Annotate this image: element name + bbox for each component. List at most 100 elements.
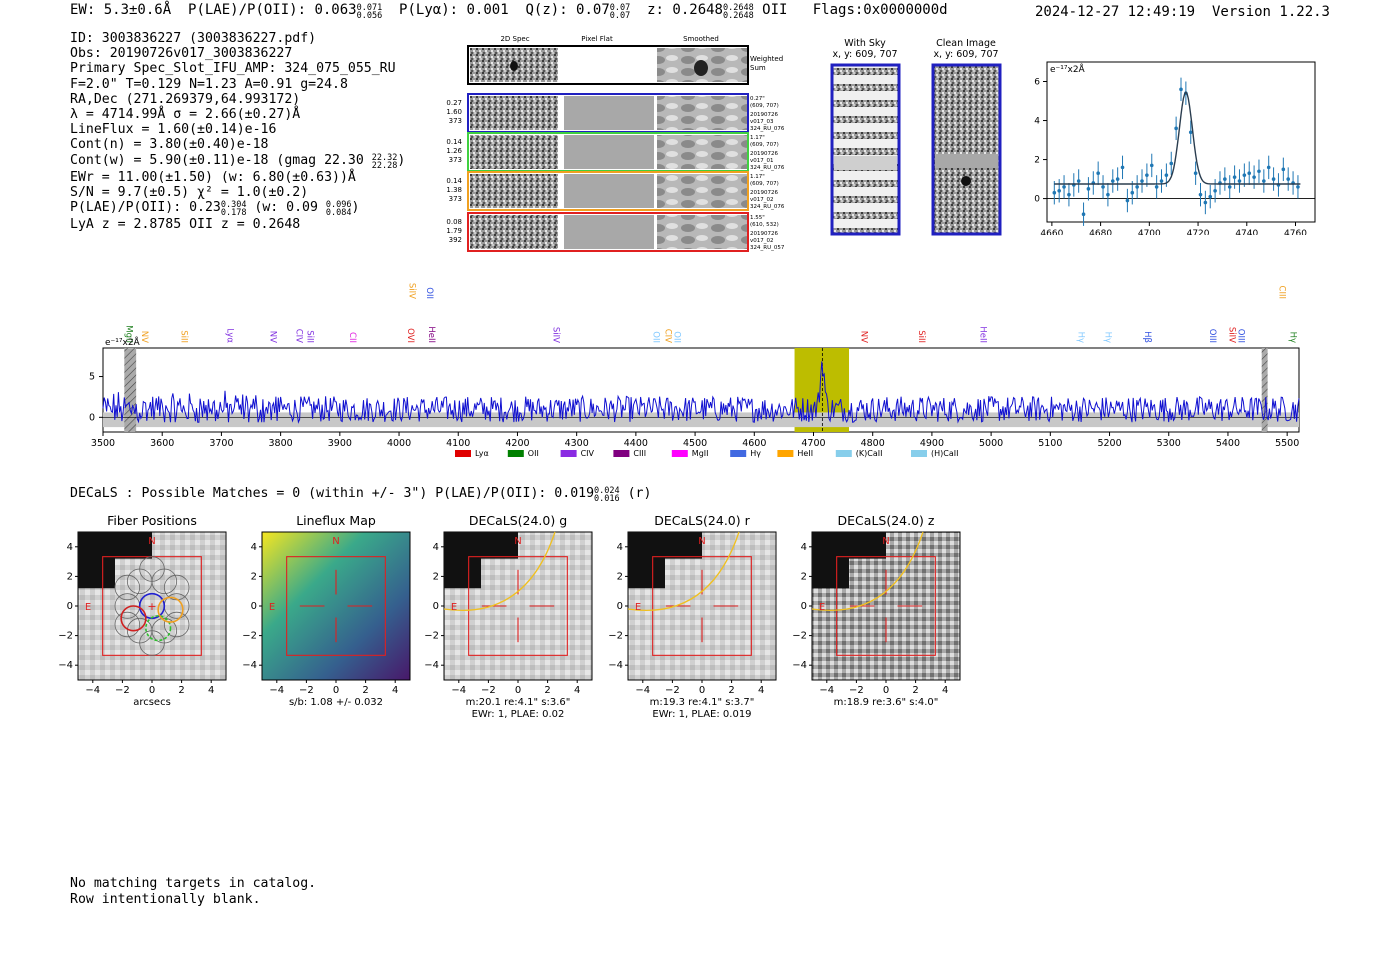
zoom-data-point <box>1096 171 1100 176</box>
spectral-line-label: CIV <box>294 329 304 343</box>
zoom-data-point <box>1062 185 1066 189</box>
footer-line-1: No matching targets in catalog. <box>70 876 317 891</box>
decals-ytick-label: −2 <box>242 631 257 642</box>
aperture-box <box>836 556 936 656</box>
svg-text:v017_03: v017_03 <box>750 119 774 125</box>
svg-text:373: 373 <box>449 156 462 164</box>
decals-xtick-label: 0 <box>333 685 339 696</box>
legend-swatch <box>911 450 927 457</box>
decals-xtick-label: 2 <box>544 685 550 696</box>
zoom-xtick-label: 4660 <box>1040 229 1063 235</box>
svg-text:1.60: 1.60 <box>446 108 462 116</box>
zoom-data-point <box>1271 177 1276 181</box>
decals-panel-2: Lineflux Map N E −4 −4 −2 −2 0 0 2 2 4 4 s/b: 1.08 +/… <box>242 513 411 708</box>
bright-source-region <box>444 532 518 589</box>
svg-text:324_RU_057: 324_RU_057 <box>750 245 785 251</box>
info-fiber: F=2.0" T=0.129 N=1.23 A=0.91 g=24.8 <box>70 76 348 92</box>
zoom-xtick-label: 4720 <box>1187 229 1210 235</box>
zoom-ytick-label: 6 <box>1034 78 1040 88</box>
zoom-ytick-label: 0 <box>1034 195 1040 205</box>
spectrum-xtick-label: 4600 <box>742 438 766 449</box>
zoom-data-point <box>1296 185 1300 189</box>
weighted-sum-label-1: Weighted <box>750 55 783 63</box>
spectrum-xtick-label: 3700 <box>209 438 233 449</box>
legend-swatch <box>730 450 747 457</box>
version-header: 2024-12-27 12:49:19 Version 1.22.3 <box>1035 4 1330 20</box>
cutout-row-4: 0.08 1.79 392 1.55" (610, 532) 20190726 … <box>446 212 785 252</box>
zoom-data-point <box>1266 165 1271 170</box>
spectral-line-label: OVI <box>405 328 415 343</box>
svg-text:20190726: 20190726 <box>750 190 778 196</box>
zoom-data-point <box>1115 177 1120 181</box>
decals-ytick-label: 4 <box>801 542 807 553</box>
spectrum-xtick-label: 4300 <box>565 438 589 449</box>
legend-label: Lyα <box>475 449 489 458</box>
decals-xtick-label: 2 <box>912 685 918 696</box>
spectral-line-label: OII <box>424 287 434 299</box>
zoom-data-point <box>1262 179 1266 183</box>
zoom-data-point <box>1125 198 1130 203</box>
svg-text:1.17": 1.17" <box>750 174 765 180</box>
zoom-data-point <box>1188 130 1193 135</box>
spectral-line-label: SiIV <box>551 327 561 343</box>
zoom-data-point <box>1174 126 1178 131</box>
svg-text:v017_02: v017_02 <box>750 238 774 244</box>
spectral-line-label: CIV <box>662 329 672 343</box>
zoom-data-point <box>1106 192 1110 197</box>
spectral-line-label: OII <box>651 331 661 343</box>
svg-text:0.27": 0.27" <box>750 96 765 102</box>
ew-value: EW: 5.3±0.6Å <box>70 2 172 18</box>
compass-north: N <box>698 536 705 547</box>
decals-ytick-label: 0 <box>801 601 807 612</box>
info-sn: S/N = 9.7(±0.5) χ² = 1.0(±0.2) <box>70 184 309 200</box>
svg-text:v017_01: v017_01 <box>750 158 774 164</box>
spectrum-xtick-label: 5000 <box>979 438 1003 449</box>
svg-text:v017_02: v017_02 <box>750 197 774 203</box>
fiber-circle <box>114 611 141 638</box>
spectral-line-label: SiIV <box>1227 327 1237 343</box>
svg-text:(609, 707): (609, 707) <box>750 142 779 148</box>
spectral-line-label: HeII <box>977 326 987 343</box>
spectrum-xtick-label: 4500 <box>683 438 707 449</box>
spectrum-ytick-label: 5 <box>89 372 95 383</box>
version: Version 1.22.3 <box>1211 4 1330 20</box>
decals-ytick-label: 4 <box>433 542 439 553</box>
decals-ytick-label: 2 <box>617 571 623 582</box>
compass-east: E <box>85 602 91 613</box>
decals-caption: m:19.3 re:4.1" s:3.7" <box>650 697 755 708</box>
decals-ytick-label: −2 <box>608 631 623 642</box>
spectral-line-label: Hγ <box>1288 332 1298 343</box>
decals-image <box>261 531 411 681</box>
spectrum-xtick-label: 5200 <box>1097 438 1121 449</box>
decals-summary: DECaLS : Possible Matches = 0 (within +/… <box>70 486 652 504</box>
spectral-line-label: SiIV <box>407 283 417 299</box>
fiber-circle-red <box>120 605 147 632</box>
decals-panel-title: DECaLS(24.0) z <box>838 513 935 528</box>
zoom-data-point <box>1154 185 1159 189</box>
weighted-sum-label-2: Sum <box>750 64 766 72</box>
zoom-ytick-label: 2 <box>1034 156 1040 166</box>
decals-ytick-label: 0 <box>251 601 257 612</box>
decals-panel-title: Fiber Positions <box>107 513 197 528</box>
decals-panel-1: Fiber Positions + N E −4 −4 −2 −2 0 0 2 2 4 4 arcsecs <box>58 513 227 708</box>
info-obs: Obs: 20190726v017_3003836227 <box>70 46 293 62</box>
spectrum-xtick-label: 4700 <box>801 438 825 449</box>
compass-north: N <box>148 536 155 547</box>
spectrum-xtick-label: 3500 <box>91 438 115 449</box>
bright-source-region <box>78 532 152 589</box>
svg-text:1.17": 1.17" <box>750 135 765 141</box>
zoom-data-point <box>1057 188 1061 193</box>
spectral-line-label: CIII <box>1276 286 1286 299</box>
spectral-line-label: Hγ <box>1102 332 1112 343</box>
masked-region <box>1261 348 1268 432</box>
decals-xtick-label: 4 <box>208 685 214 696</box>
decals-ytick-label: 2 <box>67 571 73 582</box>
zoom-data-point <box>1135 185 1139 189</box>
zoom-data-point <box>1140 179 1144 183</box>
info-lineflux: LineFlux = 1.60(±0.14)e-16 <box>70 122 277 138</box>
decals-ytick-label: 2 <box>251 571 257 582</box>
decals-xtick-label: −2 <box>481 685 496 696</box>
svg-text:(610, 532): (610, 532) <box>750 222 779 228</box>
svg-text:0.14: 0.14 <box>446 138 462 146</box>
spectrum-xtick-label: 4400 <box>624 438 648 449</box>
